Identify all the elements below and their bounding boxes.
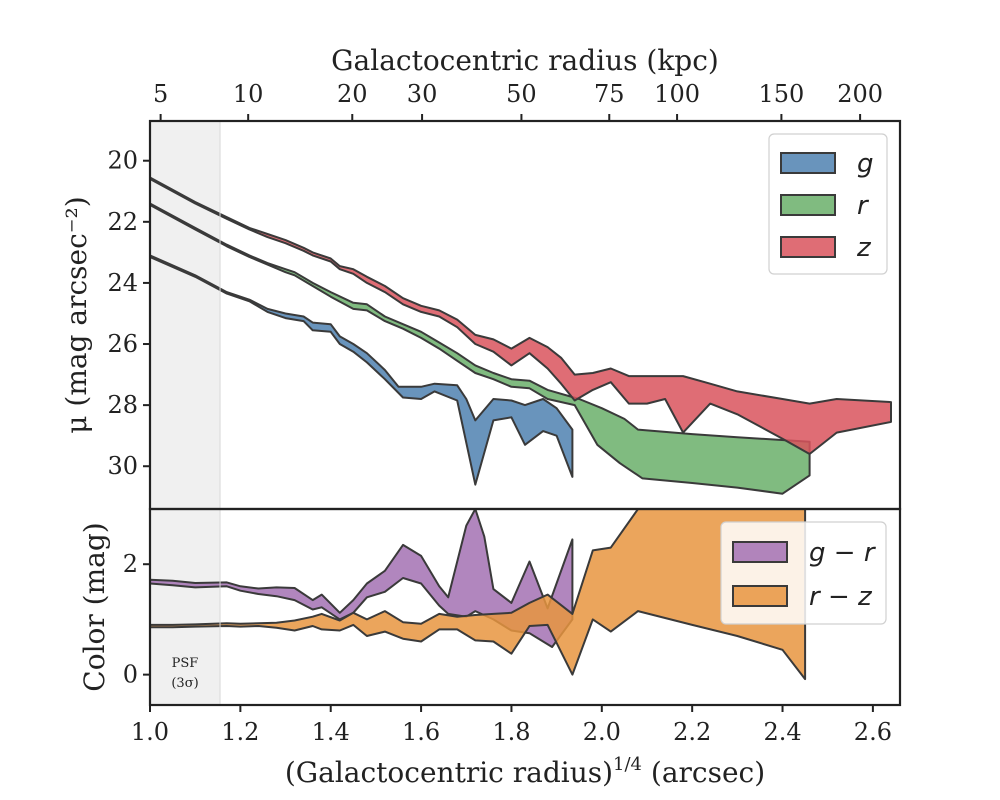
legend-bottom-label: r − z — [809, 582, 873, 612]
legend-top-label: g — [857, 149, 874, 179]
top-x-tick-label: 50 — [506, 80, 537, 108]
legend-top-swatch — [780, 194, 836, 216]
bottom-panel-frame — [148, 507, 902, 707]
psf-label: PSF — [172, 656, 199, 671]
top-y-tick-label: 24 — [107, 269, 138, 297]
psf-region-top — [150, 121, 221, 509]
legend-bottom-swatch — [732, 585, 788, 607]
band-g — [150, 254, 574, 486]
band-rz — [150, 509, 807, 681]
top-y-tick-label: 22 — [107, 208, 138, 236]
psf-sigma-label: (3σ) — [171, 676, 198, 691]
top-y-tick-label: 28 — [107, 391, 138, 419]
band-z — [150, 176, 892, 455]
bottom-y-axis-title: Color (mag) — [78, 522, 111, 691]
top-x-tick-label: 75 — [594, 80, 625, 108]
bottom-x-tick-label: 1.2 — [221, 718, 259, 746]
top-x-tick-label: 5 — [153, 80, 168, 108]
bottom-y-tick-label: 0 — [123, 661, 138, 689]
top-x-tick-label: 150 — [758, 80, 804, 108]
top-x-tick-label: 10 — [233, 80, 264, 108]
top-y-tick-label: 30 — [107, 452, 138, 480]
top-x-tick-label: 20 — [337, 80, 368, 108]
top-y-tick-label: 20 — [107, 147, 138, 175]
bottom-x-tick-label: 2.4 — [763, 718, 801, 746]
bottom-x-tick-label: 1.8 — [492, 718, 530, 746]
top-x-tick-label: 100 — [654, 80, 700, 108]
bottom-x-tick-label: 1.6 — [402, 718, 440, 746]
legend-top-swatch — [780, 152, 836, 174]
bottom-x-tick-label: 1.4 — [312, 718, 350, 746]
legend-bottom-swatch — [732, 541, 788, 563]
bottom-x-tick-label: 1.0 — [131, 718, 169, 746]
top-x-tick-label: 200 — [837, 80, 883, 108]
top-y-tick-label: 26 — [107, 330, 138, 358]
bottom-x-tick-label: 2.2 — [673, 718, 711, 746]
legend-top-label: r — [857, 191, 870, 221]
bottom-x-tick-label: 2.0 — [583, 718, 621, 746]
top-axis-title: Galactocentric radius (kpc) — [331, 44, 719, 77]
bottom-y-tick-label: 2 — [123, 550, 138, 578]
top-x-tick-label: 30 — [407, 80, 438, 108]
band-gr — [150, 509, 574, 648]
psf-region-bottom — [150, 509, 221, 705]
legend-top-label: z — [856, 233, 872, 263]
bottom-x-tick-label: 2.6 — [854, 718, 892, 746]
bottom-axis-title: (Galactocentric radius)1/4 (arcsec) — [285, 754, 765, 789]
top-y-axis-title: μ (mag arcsec⁻²) — [60, 196, 93, 433]
legend-top-swatch — [780, 236, 836, 258]
legend-bottom-label: g − r — [809, 538, 877, 568]
band-r — [150, 202, 811, 495]
